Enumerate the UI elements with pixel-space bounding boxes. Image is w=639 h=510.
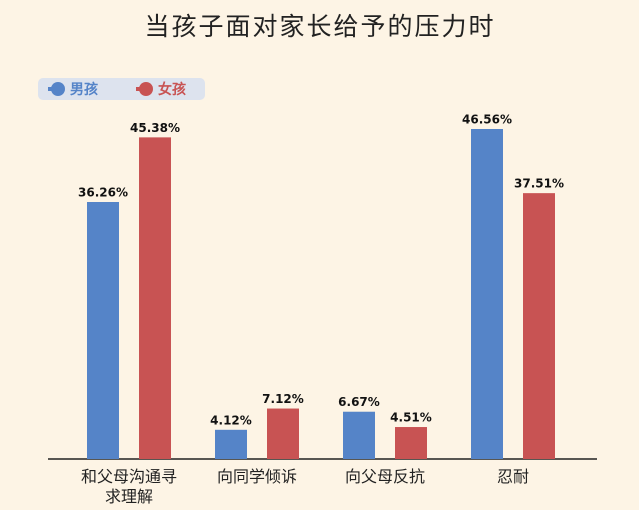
bar — [343, 411, 375, 459]
legend-marker — [139, 82, 153, 96]
bar — [139, 137, 171, 459]
value-label: 45.38% — [130, 121, 180, 135]
legend-label: 女孩 — [158, 81, 186, 98]
legend-box — [38, 78, 205, 100]
legend-marker — [51, 82, 65, 96]
bar — [267, 408, 299, 459]
value-label: 37.51% — [514, 177, 564, 191]
legend-label: 男孩 — [70, 81, 98, 98]
bar — [395, 427, 427, 459]
bar — [215, 429, 247, 459]
x-tick-label: 忍耐 — [496, 467, 529, 486]
chart-title: 当孩子面对家长给予的压力时 — [144, 12, 495, 41]
value-label: 4.51% — [390, 411, 432, 425]
x-tick-label: 向父母反抗 — [344, 467, 425, 486]
bar — [523, 193, 555, 459]
value-label: 7.12% — [262, 392, 304, 406]
x-tick-label: 向同学倾诉 — [216, 467, 297, 486]
bar — [471, 129, 503, 459]
value-label: 4.12% — [210, 413, 252, 427]
value-label: 36.26% — [78, 186, 128, 200]
bar — [87, 202, 119, 460]
value-label: 6.67% — [338, 395, 380, 409]
value-label: 46.56% — [462, 113, 512, 127]
x-tick-label: 和父母沟通寻求理解 — [80, 467, 177, 506]
